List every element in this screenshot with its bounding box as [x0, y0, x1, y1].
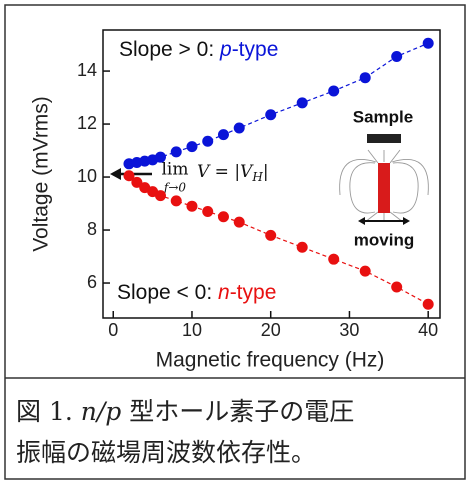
x-axis-label: Magnetic frequency (Hz): [156, 349, 385, 372]
x-tick-label: 40: [418, 320, 438, 340]
data-point: [170, 195, 182, 207]
data-point: [202, 135, 214, 147]
data-point: [217, 129, 229, 141]
data-point: [359, 72, 371, 84]
y-tick-label: 10: [77, 166, 97, 186]
x-tick-label: 10: [182, 320, 202, 340]
text: H: [251, 170, 263, 184]
data-point: [233, 122, 245, 134]
data-point: [154, 151, 166, 163]
data-point: [391, 281, 403, 293]
text: lim: [162, 160, 189, 180]
text: n/p: [81, 397, 122, 426]
y-tick-label: 12: [77, 113, 97, 133]
data-point: [359, 265, 371, 277]
moving-label: moving: [354, 230, 414, 249]
data-point: [422, 37, 434, 49]
data-point: [422, 298, 434, 310]
sample-plate: [367, 134, 401, 143]
sample-label: Sample: [353, 107, 413, 126]
n-type-annotation: Slope < 0: n-type: [117, 281, 276, 304]
text: 型ホール素子の電圧: [121, 397, 354, 426]
y-axis-label: Voltage (mVrms): [30, 96, 53, 252]
text: V = |VH|: [197, 162, 269, 184]
caption-line: 図 1. n/p 型ホール素子の電圧: [16, 397, 354, 426]
magnet: [378, 163, 390, 213]
x-tick-label: 30: [339, 320, 359, 340]
data-point: [265, 229, 277, 241]
data-point: [217, 211, 229, 223]
text: -type: [230, 281, 277, 304]
series-line: [128, 42, 429, 165]
text: -type: [232, 38, 279, 61]
plot-frame: [102, 29, 441, 319]
text: V = |V: [197, 162, 254, 182]
data-point: [296, 97, 308, 109]
text: Slope > 0:: [119, 38, 220, 61]
x-tick-label: 20: [261, 320, 281, 340]
text: |: [263, 162, 269, 182]
text: Slope < 0:: [117, 281, 218, 304]
text: n: [218, 281, 230, 304]
x-tick-label: 0: [108, 320, 118, 340]
text: 振幅の磁場周波数依存性。: [16, 438, 316, 467]
y-tick-label: 14: [77, 60, 97, 80]
limit-arrow-head: [110, 168, 121, 180]
y-tick-label: 8: [87, 219, 97, 239]
data-point: [233, 216, 245, 228]
figure-frame: [4, 4, 466, 480]
caption-line: 振幅の磁場周波数依存性。: [16, 438, 316, 467]
text: p: [219, 38, 232, 61]
data-point: [391, 50, 403, 62]
limit-formula: lim f→0 V = |VH|: [162, 160, 269, 195]
data-point: [328, 253, 340, 265]
data-point: [296, 241, 308, 253]
p-type-annotation: Slope > 0: p-type: [119, 38, 278, 61]
data-point: [328, 85, 340, 97]
data-point: [131, 176, 143, 188]
data-point: [154, 190, 166, 202]
data-point: [186, 141, 198, 153]
data-point: [265, 109, 277, 121]
inset-diagram: [339, 134, 429, 225]
data-point: [123, 170, 135, 182]
data-point: [202, 205, 214, 217]
text: f→0: [163, 181, 186, 195]
y-tick-label: 6: [87, 272, 97, 292]
data-point: [170, 146, 182, 158]
data-point: [186, 200, 198, 212]
text: 図 1.: [16, 397, 81, 426]
